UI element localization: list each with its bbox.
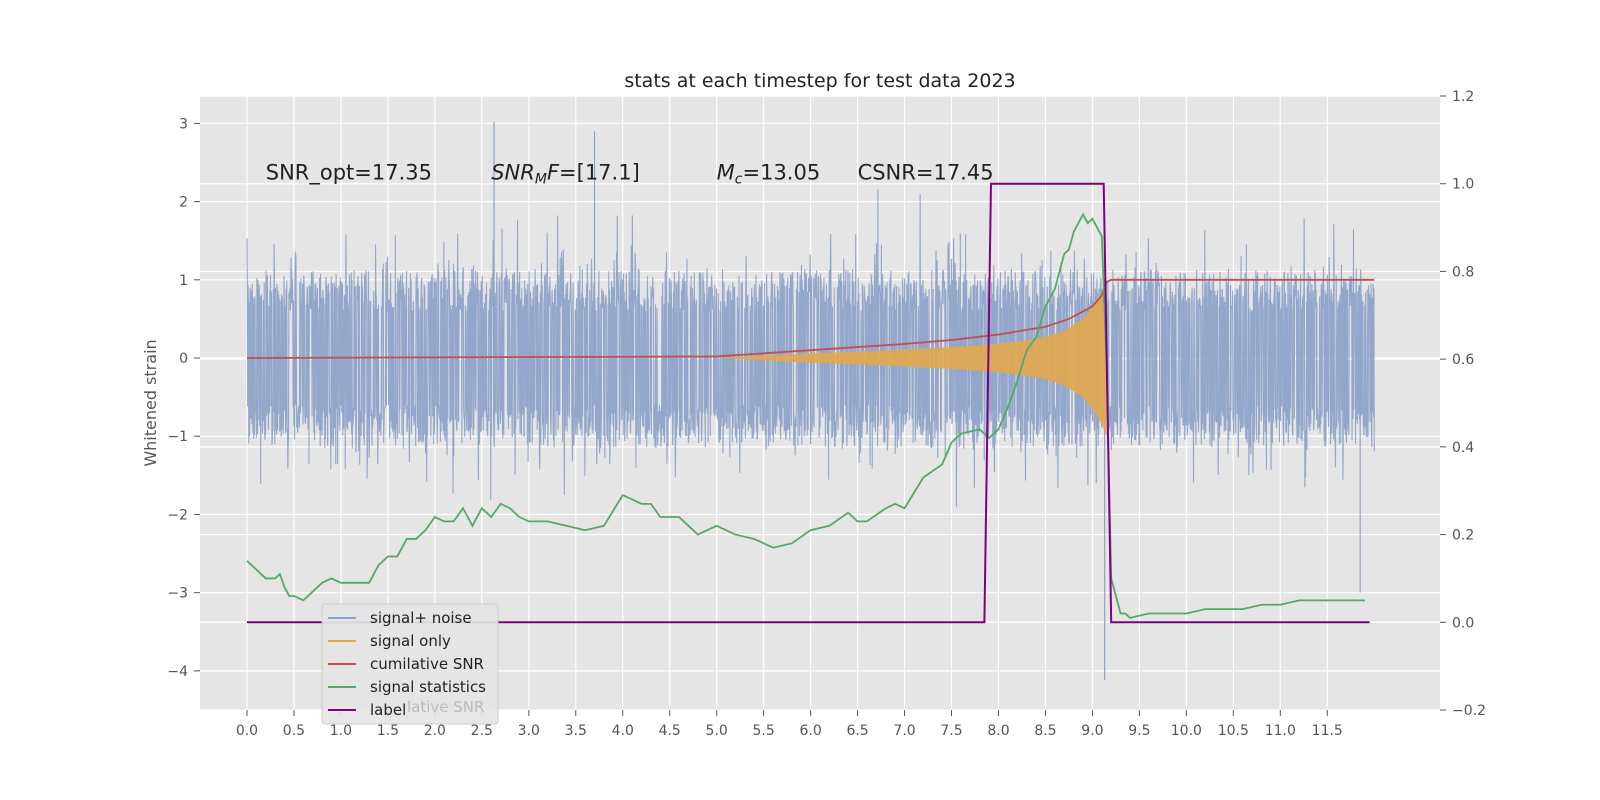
annotation-main: M	[717, 161, 735, 185]
annotation-italic: F	[547, 161, 560, 185]
series-signal-statistics	[246, 212, 1365, 619]
x-tick-label: 2.5	[471, 723, 493, 739]
legend-label: signal statistics	[370, 678, 486, 696]
x-tick-label: 0.5	[283, 723, 305, 739]
y2-tick-label: 0.6	[1452, 352, 1474, 368]
legend-ghost-text: lative SNR	[407, 698, 484, 716]
x-tick-label: 10.5	[1218, 723, 1249, 739]
y-tick-label: 3	[179, 116, 188, 132]
x-tick-label: 8.5	[1034, 723, 1056, 739]
annotation: SNR_opt=17.35	[266, 161, 432, 186]
y-axis-label: Whitened strain	[141, 339, 160, 466]
y2-tick-label: 1.0	[1452, 177, 1474, 193]
legend-label: signal+ noise	[370, 609, 472, 627]
y2-tick-label: 0.8	[1452, 264, 1474, 280]
annotation-main: SNR	[491, 161, 535, 185]
x-tick-label: 3.5	[565, 723, 587, 739]
legend-label: signal only	[370, 632, 451, 650]
chart-title: stats at each timestep for test data 202…	[624, 70, 1015, 92]
x-tick-label: 9.0	[1081, 723, 1103, 739]
y-tick-label: 1	[179, 273, 188, 289]
annotation: Mc=13.05	[717, 161, 821, 188]
legend-label: label	[370, 701, 406, 719]
x-ticks: 0.0 0.5 1.0 1.5 2.0 2.5 3.0 3.5 4.0 4.5 5.0 5.5 6.0 6…	[236, 710, 1343, 739]
x-tick-label: 7.0	[893, 723, 915, 739]
y-tick-label: 0	[179, 351, 188, 367]
legend-box	[321, 603, 499, 725]
y2-tick-label: −0.2	[1452, 703, 1486, 719]
annotation-rest: F=[17.1]	[547, 161, 640, 185]
x-tick-label: 6.5	[846, 723, 868, 739]
y2-tick-label: 1.2	[1452, 89, 1474, 105]
x-tick-label: 11.5	[1312, 723, 1343, 739]
series-label	[246, 182, 1370, 624]
x-tick-label: 5.5	[753, 723, 775, 739]
y2-tick-label: 0.2	[1452, 528, 1474, 544]
x-tick-label: 10.0	[1171, 723, 1202, 739]
x-tick-label: 0.0	[236, 723, 258, 739]
x-tick-label: 1.0	[330, 723, 352, 739]
y-ticks: 3 2 1 0 −1 −2 −3 −4	[167, 116, 200, 680]
y-tick-label: −1	[167, 429, 188, 445]
annotation-subscript: c	[735, 172, 743, 188]
x-tick-label: 7.5	[940, 723, 962, 739]
y-tick-label: 2	[179, 195, 188, 211]
legend-label: cumilative SNR	[370, 655, 484, 673]
x-tick-label: 6.0	[799, 723, 821, 739]
series-signal-only	[716, 279, 1107, 437]
annotation-subscript: M	[535, 172, 547, 188]
annotations: SNR_opt=17.35 SNRMF=[17.1] Mc=13.05 CSNR=17…	[266, 161, 994, 188]
x-tick-label: 9.5	[1128, 723, 1150, 739]
x-tick-label: 4.5	[659, 723, 681, 739]
x-tick-label: 3.0	[518, 723, 540, 739]
x-tick-label: 8.0	[987, 723, 1009, 739]
x-tick-label: 5.0	[706, 723, 728, 739]
annotation: SNRMF=[17.1]	[491, 161, 640, 188]
x-tick-label: 1.5	[377, 723, 399, 739]
x-tick-label: 4.0	[612, 723, 634, 739]
y2-tick-label: 0.4	[1452, 440, 1474, 456]
series-layer	[246, 121, 1375, 681]
annotation-rest: =13.05	[742, 161, 820, 185]
x-tick-label: 2.0	[424, 723, 446, 739]
legend: lative SNR signal+ noise signal only cumila…	[321, 603, 499, 725]
y2-tick-label: 0.0	[1452, 615, 1474, 631]
y-tick-label: −2	[167, 507, 188, 523]
x-tick-label: 11.0	[1265, 723, 1296, 739]
annotation: CSNR=17.45	[858, 161, 994, 185]
y-tick-label: −4	[167, 664, 188, 680]
annotation-value: =[17.1]	[559, 161, 640, 185]
y2-ticks: 1.2 1.0 0.8 0.6 0.4 0.2 0.0 −0.2	[1440, 89, 1486, 719]
y-tick-label: −3	[167, 586, 188, 602]
